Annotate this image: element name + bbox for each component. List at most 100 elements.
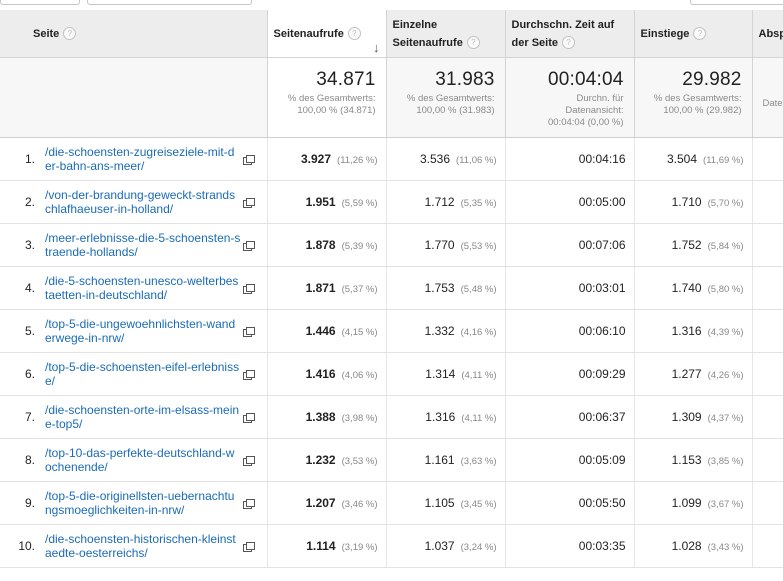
page-link[interactable]: /die-schoensten-orte-im-elsass-meine-top…: [45, 403, 240, 431]
top-control-middle[interactable]: [87, 0, 252, 5]
avg-time-cell: 00:05:50: [505, 481, 635, 525]
external-link-icon[interactable]: [243, 283, 255, 294]
row-index: 4.: [0, 266, 45, 310]
external-link-icon[interactable]: [243, 412, 255, 423]
total-entrances: 29.982 % des Gesamtwerts: 100,00 % (29.9…: [634, 57, 753, 138]
unique-pageviews-value: 1.770: [424, 238, 455, 252]
pageviews-value: 1.232: [305, 453, 336, 467]
avg-time-value: 00:03:01: [578, 281, 626, 295]
pageviews-cell: 1.951 (5,59 %): [267, 180, 387, 224]
col-header-unique-pageviews-label: Einzelne Seitenaufrufe: [392, 18, 463, 49]
table-row: 2./von-der-brandung-geweckt-strandschlaf…: [0, 180, 783, 224]
row-index: 5.: [0, 309, 45, 353]
col-header-unique-pageviews[interactable]: Einzelne Seitenaufrufe?: [386, 10, 506, 58]
total-bounces-sub: Date: [762, 98, 783, 109]
pageviews-value: 1.951: [305, 195, 336, 209]
bounces-cell: [752, 223, 783, 267]
total-entrances-value: 29.982: [682, 69, 742, 90]
page-link[interactable]: /die-5-schoensten-unesco-welterbestaette…: [45, 274, 239, 302]
entrances-pct: (3,43 %): [707, 542, 744, 553]
external-link-icon[interactable]: [243, 197, 255, 208]
avg-time-value: 00:05:50: [578, 496, 626, 510]
entrances-cell: 1.277 (4,26 %): [634, 352, 753, 396]
help-circle-icon[interactable]: ?: [63, 27, 77, 41]
total-avg-sub3: 00:04:04 (0,00 %): [547, 117, 624, 128]
row-index: 1.: [0, 137, 45, 181]
unique-pageviews-value: 1.105: [424, 496, 455, 510]
page-link[interactable]: /top-5-die-schoensten-eifel-erlebnisse/: [45, 360, 240, 388]
pageviews-cell: 1.878 (5,39 %): [267, 223, 387, 267]
page-link[interactable]: /top-10-das-perfekte-deutschland-wochene…: [45, 446, 235, 474]
table-row: 6./top-5-die-schoensten-eifel-erlebnisse…: [0, 352, 783, 396]
row-index: 2.: [0, 180, 45, 224]
entrances-cell: 3.504 (11,69 %): [634, 137, 753, 181]
bounces-cell: [752, 180, 783, 224]
help-circle-icon[interactable]: ?: [466, 36, 480, 50]
external-link-icon[interactable]: [243, 326, 255, 337]
page-cell: /meer-erlebnisse-die-5-schoensten-straen…: [45, 223, 268, 267]
sort-down-arrow-icon[interactable]: ↓: [373, 39, 380, 55]
external-link-icon[interactable]: [243, 498, 255, 509]
external-link-icon[interactable]: [243, 541, 255, 552]
col-header-page[interactable]: Seite?: [0, 10, 268, 58]
unique-pageviews-value: 1.712: [424, 195, 455, 209]
pageviews-cell: 1.114 (3,19 %): [267, 524, 387, 568]
totals-row: 34.871 % des Gesamtwerts: 100,00 % (34.8…: [0, 57, 783, 138]
col-header-pageviews-label: Seitenaufrufe: [273, 27, 344, 40]
page-link[interactable]: /von-der-brandung-geweckt-strandschlafha…: [45, 188, 236, 216]
entrances-value: 1.316: [671, 324, 702, 338]
entrances-pct: (4,39 %): [707, 327, 744, 338]
entrances-cell: 1.740 (5,80 %): [634, 266, 753, 310]
avg-time-cell: 00:06:37: [505, 395, 635, 439]
entrances-pct: (3,67 %): [707, 499, 744, 510]
help-circle-icon[interactable]: ?: [693, 27, 707, 41]
page-link[interactable]: /top-5-die-ungewoehnlichsten-wanderwege-…: [45, 317, 236, 345]
table-row: 9./top-5-die-originellsten-uebernachtung…: [0, 481, 783, 525]
avg-time-cell: 00:03:01: [505, 266, 635, 310]
unique-pageviews-value: 1.316: [425, 410, 456, 424]
help-circle-icon[interactable]: ?: [347, 27, 361, 41]
total-pageviews: 34.871 % des Gesamtwerts: 100,00 % (34.8…: [267, 57, 387, 138]
col-header-pageviews[interactable]: Seitenaufrufe? ↓: [267, 10, 387, 58]
bounces-cell: [752, 352, 783, 396]
pageviews-cell: 3.927 (11,26 %): [267, 137, 387, 181]
unique-pageviews-pct: (11,06 %): [456, 155, 497, 166]
entrances-value: 1.710: [671, 195, 702, 209]
pageviews-value: 1.446: [305, 324, 336, 338]
external-link-icon[interactable]: [243, 455, 255, 466]
unique-pageviews-cell: 1.037 (3,24 %): [386, 524, 506, 568]
col-header-bounces[interactable]: Absp: [752, 10, 783, 58]
unique-pageviews-cell: 1.753 (5,48 %): [386, 266, 506, 310]
page-cell: /top-10-das-perfekte-deutschland-wochene…: [45, 438, 268, 482]
top-control-right[interactable]: [690, 0, 783, 5]
total-unique-sub1: % des Gesamtwerts:: [406, 93, 495, 104]
total-avg-time-value: 00:04:04: [547, 69, 624, 90]
entrances-cell: 1.309 (4,37 %): [634, 395, 753, 439]
row-index: 9.: [0, 481, 45, 525]
bounces-cell: [752, 438, 783, 482]
entrances-cell: 1.153 (3,85 %): [634, 438, 753, 482]
col-header-entrances[interactable]: Einstiege?: [634, 10, 753, 58]
page-link[interactable]: /die-schoensten-historischen-kleinstaedt…: [45, 532, 236, 560]
page-link[interactable]: /top-5-die-originellsten-uebernachtungsm…: [45, 489, 235, 517]
total-avg-time: 00:04:04 Durchn. für Datenansicht: 00:04…: [505, 57, 635, 138]
external-link-icon[interactable]: [243, 240, 255, 251]
unique-pageviews-pct: (3,24 %): [460, 542, 497, 553]
external-link-icon[interactable]: [243, 154, 255, 165]
entrances-value: 1.309: [671, 410, 702, 424]
unique-pageviews-cell: 1.161 (3,63 %): [386, 438, 506, 482]
col-header-avg-time[interactable]: Durchschn. Zeit auf der Seite?: [505, 10, 635, 58]
page-link[interactable]: /die-schoensten-zugreiseziele-mit-der-ba…: [45, 145, 235, 173]
total-pageviews-sub2: 100,00 % (34.871): [297, 105, 376, 116]
pageviews-cell: 1.388 (3,98 %): [267, 395, 387, 439]
external-link-icon[interactable]: [243, 369, 255, 380]
avg-time-value: 00:04:16: [578, 152, 626, 166]
pageviews-value: 1.416: [305, 367, 336, 381]
help-circle-icon[interactable]: ?: [561, 36, 575, 50]
top-control-left[interactable]: [0, 0, 80, 5]
pageviews-cell: 1.871 (5,37 %): [267, 266, 387, 310]
page-link[interactable]: /meer-erlebnisse-die-5-schoensten-straen…: [45, 231, 241, 259]
pageviews-pct: (3,19 %): [341, 542, 378, 553]
pageviews-pct: (3,98 %): [341, 413, 378, 424]
col-header-bounces-label: Absp: [758, 27, 783, 40]
